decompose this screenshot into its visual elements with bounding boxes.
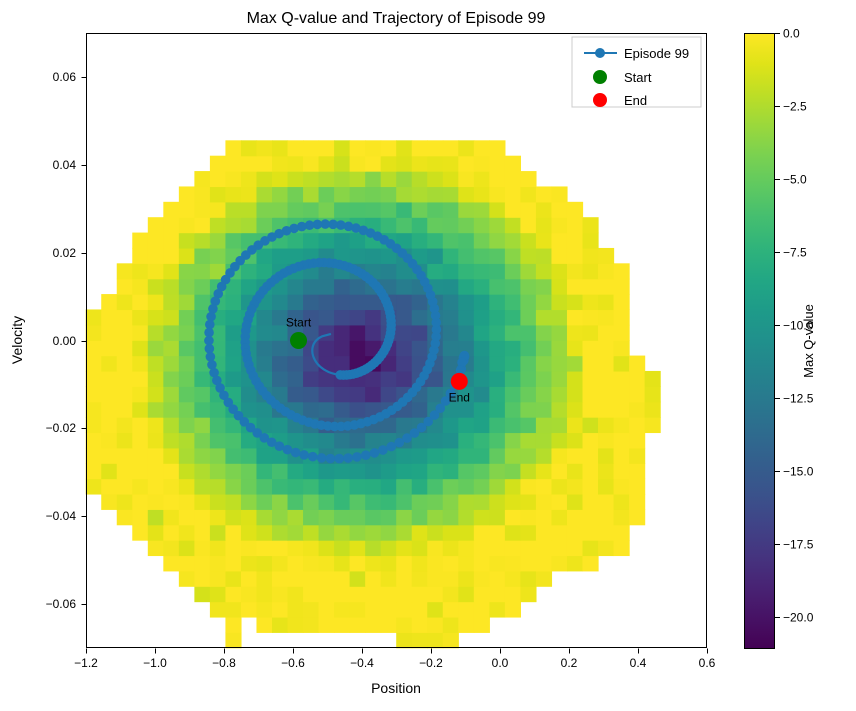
svg-text:−0.4: −0.4 — [350, 656, 374, 670]
svg-text:0.04: 0.04 — [53, 158, 77, 172]
svg-text:End: End — [624, 93, 647, 108]
svg-text:0.06: 0.06 — [53, 70, 77, 84]
svg-text:−0.06: −0.06 — [46, 597, 77, 611]
svg-text:Start: Start — [624, 70, 652, 85]
svg-text:0.02: 0.02 — [53, 246, 77, 260]
svg-text:−2.5: −2.5 — [783, 100, 807, 114]
svg-text:Max Q-value and Trajectory of: Max Q-value and Trajectory of Episode 99 — [247, 10, 546, 27]
svg-text:−15.0: −15.0 — [783, 465, 814, 479]
svg-text:−0.6: −0.6 — [281, 656, 305, 670]
svg-text:0.00: 0.00 — [53, 334, 77, 348]
svg-text:−0.8: −0.8 — [212, 656, 236, 670]
svg-text:Episode 99: Episode 99 — [624, 46, 689, 61]
svg-text:−5.0: −5.0 — [783, 173, 807, 187]
svg-text:0.2: 0.2 — [561, 656, 578, 670]
svg-text:0.0: 0.0 — [783, 27, 800, 41]
svg-text:−1.2: −1.2 — [74, 656, 98, 670]
svg-text:End: End — [449, 390, 470, 404]
svg-text:Position: Position — [371, 680, 421, 696]
svg-text:−7.5: −7.5 — [783, 246, 807, 260]
svg-text:−17.5: −17.5 — [783, 538, 814, 552]
svg-text:−0.02: −0.02 — [46, 421, 77, 435]
svg-text:Max Q-value: Max Q-value — [801, 304, 816, 378]
svg-text:0.0: 0.0 — [492, 656, 509, 670]
svg-text:−1.0: −1.0 — [143, 656, 167, 670]
svg-text:Start: Start — [286, 316, 312, 330]
svg-text:0.6: 0.6 — [699, 656, 716, 670]
svg-text:−20.0: −20.0 — [783, 611, 814, 625]
svg-text:0.4: 0.4 — [630, 656, 647, 670]
svg-text:−0.2: −0.2 — [419, 656, 443, 670]
svg-text:−12.5: −12.5 — [783, 392, 814, 406]
svg-text:Velocity: Velocity — [9, 316, 25, 364]
svg-text:−0.04: −0.04 — [46, 509, 77, 523]
